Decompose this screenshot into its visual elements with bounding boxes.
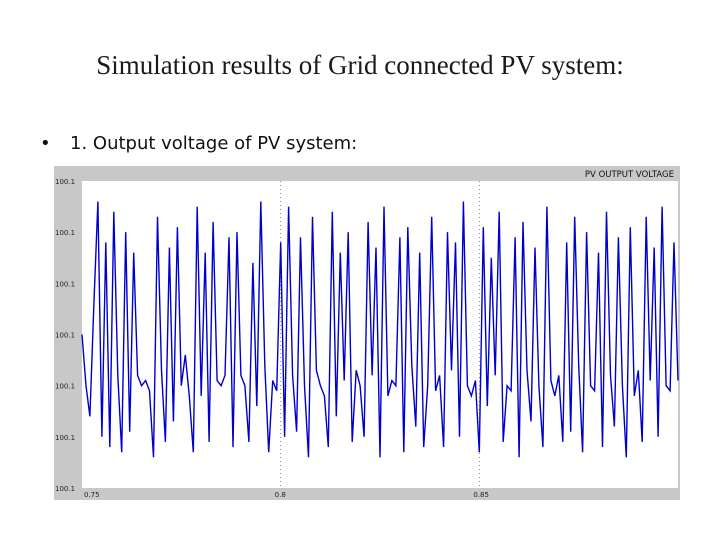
x-tick-label: 0.85 xyxy=(473,491,489,499)
pv-voltage-chart: 100.1 100.1 100.1 100.1 100.1 100.1 100.1 0.75… xyxy=(54,166,680,500)
y-tick-label: 100.1 xyxy=(55,434,75,442)
chart-svg: 100.1 100.1 100.1 100.1 100.1 100.1 100.1 0.75… xyxy=(54,166,680,500)
y-tick-label: 100.1 xyxy=(55,485,75,493)
slide-title: Simulation results of Grid connected PV … xyxy=(96,50,624,80)
x-tick-labels: 0.75 0.8 0.85 xyxy=(84,491,489,499)
x-tick-label: 0.75 xyxy=(84,491,100,499)
bullet-line: • 1. Output voltage of PV system: xyxy=(40,133,357,154)
x-tick-label: 0.8 xyxy=(275,491,286,499)
pv-voltage-trace xyxy=(81,201,679,458)
bullet-text: 1. Output voltage of PV system: xyxy=(70,133,358,154)
y-tick-label: 100.1 xyxy=(55,280,75,288)
y-tick-label: 100.1 xyxy=(55,178,75,186)
y-tick-labels: 100.1 100.1 100.1 100.1 100.1 100.1 100.1 xyxy=(55,178,75,493)
bullet-symbol: • xyxy=(40,133,51,154)
chart-title: PV OUTPUT VOLTAGE xyxy=(585,170,674,180)
y-tick-label: 100.1 xyxy=(55,332,75,340)
y-tick-label: 100.1 xyxy=(55,229,75,237)
y-tick-label: 100.1 xyxy=(55,383,75,391)
